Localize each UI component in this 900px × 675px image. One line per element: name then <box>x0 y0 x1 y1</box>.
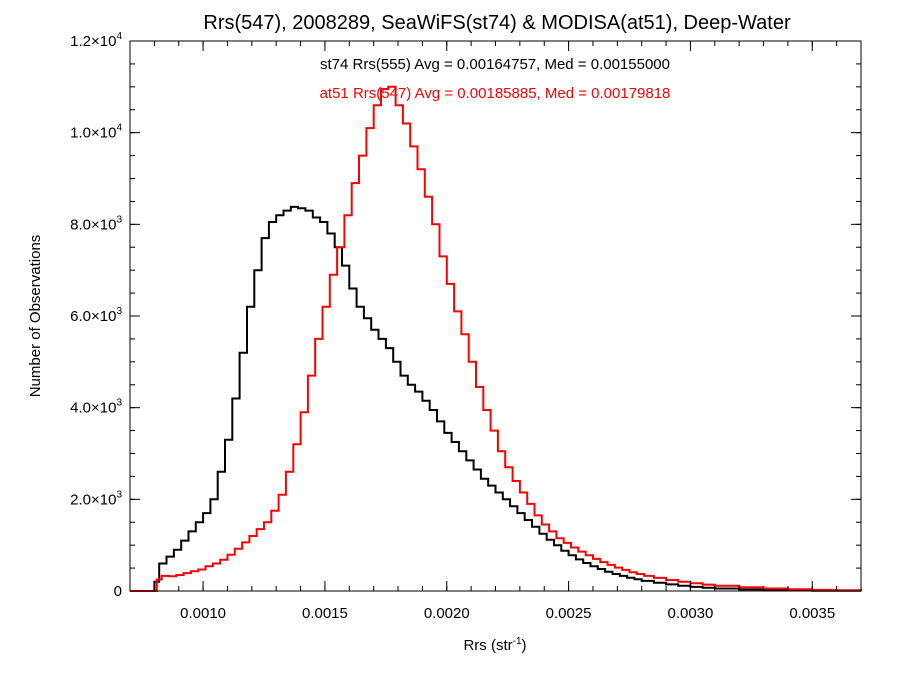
x-tick-label: 0.0010 <box>180 605 226 622</box>
x-tick-label: 0.0030 <box>667 605 713 622</box>
y-tick-label: 8.0×103 <box>70 214 122 233</box>
y-tick-label: 6.0×103 <box>70 306 122 325</box>
axis-layer: 0.0010 0.0015 0.0020 0.0025 0.0030 0.0035 0 2.0… <box>70 31 862 622</box>
y-tick-label: 1.2×104 <box>70 31 122 50</box>
x-tick-label: 0.0025 <box>546 605 592 622</box>
y-tick-label: 1.0×104 <box>70 123 122 142</box>
series-line-1 <box>130 85 862 592</box>
y-tick-label: 4.0×103 <box>70 398 122 417</box>
annotation-st74: st74 Rrs(555) Avg = 0.00164757, Med = 0.… <box>320 56 670 73</box>
y-tick-label: 2.0×103 <box>70 489 122 508</box>
plot-frame <box>129 40 862 592</box>
x-tick-label: 0.0035 <box>789 605 835 622</box>
y-tick-label: 0 <box>114 583 122 600</box>
x-tick-label: 0.0015 <box>302 605 348 622</box>
chart-title: Rrs(547), 2008289, SeaWiFS(st74) & MODIS… <box>203 12 791 34</box>
series-line-0 <box>130 205 862 592</box>
annotation-at51: at51 Rrs(547) Avg = 0.00185885, Med = 0.… <box>320 85 671 102</box>
series-layer <box>130 85 862 592</box>
y-axis-label: Number of Observations <box>27 235 44 398</box>
x-tick-label: 0.0020 <box>424 605 470 622</box>
x-axis-label: Rrs (str-1) <box>463 636 526 654</box>
